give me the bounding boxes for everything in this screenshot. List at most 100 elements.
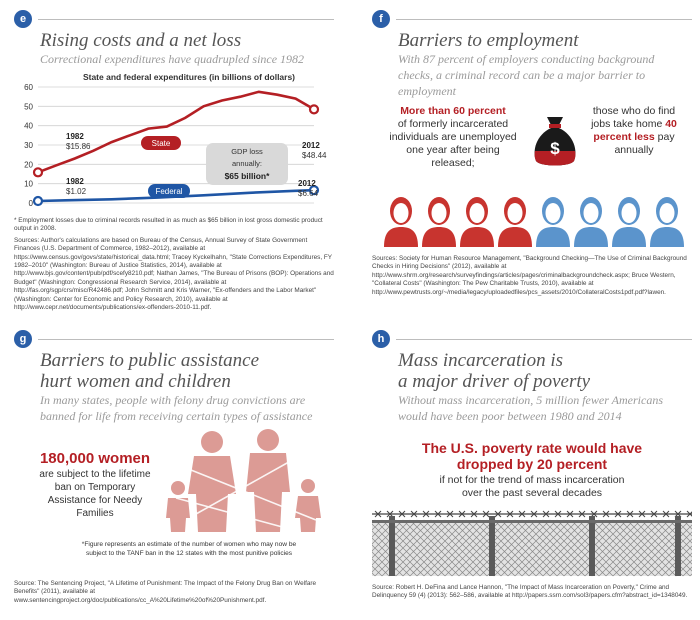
tanf-text: are subject to the lifetime ban on Tempo… (39, 469, 151, 519)
panel-title: Rising costs and a net loss (40, 30, 242, 51)
series-endpoint-federal (308, 185, 320, 196)
y-tick-label: 20 (24, 160, 33, 169)
barb (506, 510, 514, 518)
barb (542, 510, 550, 518)
panel-sources: Sources: Society for Human Resource Mana… (372, 255, 687, 296)
fence-rail (372, 520, 692, 523)
wage-text-1: those who do find jobs take home (591, 105, 676, 130)
y-tick-label: 0 (29, 199, 34, 208)
wage-text-2: pay annually (614, 131, 675, 156)
header-rule (396, 339, 692, 340)
barb (518, 510, 526, 518)
person-icon (384, 197, 418, 247)
header-rule (396, 19, 692, 20)
barb (554, 510, 562, 518)
panel-badge-e: e (14, 10, 32, 28)
state-label-pill (141, 136, 181, 150)
panel-header: g (14, 328, 334, 350)
barb (602, 510, 610, 518)
barb (410, 510, 418, 518)
person-icon (536, 197, 570, 247)
fence-mesh (372, 520, 692, 576)
panel-subtitle: Correctional expenditures have quadruple… (40, 52, 305, 66)
panel-header: h (372, 328, 692, 350)
gdp-loss-box (206, 143, 288, 185)
y-tick-label: 50 (24, 102, 33, 111)
chart-footnote: * Employment losses due to criminal reco… (14, 217, 323, 233)
gdp-box-line-2: annually: (232, 159, 262, 168)
svg-text:$: $ (550, 139, 560, 158)
y-axis: 0 10 20 30 40 50 60 (24, 83, 33, 208)
series-endpoint-federal (32, 195, 44, 207)
state-label: State (152, 139, 171, 148)
panel-header: f (372, 8, 692, 30)
panel-title-line-1: Barriers to public assistance (40, 350, 260, 371)
unemployment-highlight: More than 60 percent (400, 105, 506, 117)
annot-fed-1982-year: 1982 (66, 177, 84, 186)
barb (578, 510, 586, 518)
fence-post (675, 516, 681, 576)
gdp-box-line-3: $65 billion* (225, 171, 271, 181)
annot-fed-2012-value: $6.64 (298, 189, 319, 198)
panel-mass-incarceration: h Mass incarceration is a major driver o… (372, 328, 692, 601)
barb (470, 510, 478, 518)
expenditures-chart: State and federal expenditures (in billi… (24, 72, 327, 208)
panel-sources: Sources: Author's calculations are based… (14, 236, 334, 312)
fence-post (489, 516, 495, 576)
person-icon (422, 197, 456, 247)
gdp-box-line-1: GDP loss (231, 147, 263, 156)
employment-stats: More than 60 percent of formerly incarce… (372, 105, 692, 191)
panel-badge-f: f (372, 10, 390, 28)
barb (566, 510, 574, 518)
tanf-figure: 180,000 women are subject to the lifetim… (14, 428, 334, 570)
money-bag-icon: $ (534, 117, 576, 166)
family-icon (166, 429, 321, 532)
annot-state-1982-value: $15.86 (66, 142, 91, 151)
panel-sources: Source: The Sentencing Project, "A Lifet… (14, 580, 317, 604)
barb (446, 510, 454, 518)
series-line-state (37, 90, 315, 174)
panel-badge-h: h (372, 330, 390, 348)
panel-rising-costs: e Rising costs and a net loss Correction… (14, 8, 334, 312)
barb (614, 510, 622, 518)
fence-post (589, 516, 595, 576)
y-tick-label: 30 (24, 141, 33, 150)
tanf-stat: 180,000 women are subject to the lifetim… (30, 450, 160, 520)
wage-stat: those who do find jobs take home 40 perc… (584, 105, 684, 157)
annot-fed-1982-value: $1.02 (66, 187, 87, 196)
y-tick-label: 10 (24, 180, 33, 189)
panel-subtitle: Without mass incarceration, 5 million fe… (398, 393, 663, 423)
person-icon (574, 197, 608, 247)
people-icons (384, 197, 684, 247)
barb (458, 510, 466, 518)
panel-sources: Source: Robert H. DeFina and Lance Hanno… (372, 584, 688, 600)
barb (638, 510, 646, 518)
person-icon (460, 197, 494, 247)
fence-post (389, 516, 395, 576)
barb (398, 510, 406, 518)
barb (650, 510, 658, 518)
barb (626, 510, 634, 518)
wage-highlight: 40 percent less (593, 118, 677, 143)
panel-title-line-2: hurt women and children (40, 371, 231, 392)
tanf-highlight: 180,000 women (39, 450, 151, 467)
series-endpoint-state (308, 104, 320, 115)
header-rule (38, 339, 334, 340)
barb (482, 510, 490, 518)
federal-label-pill (148, 184, 190, 198)
barb (662, 510, 670, 518)
barb (374, 510, 382, 518)
panel-barriers-employment: f Barriers to employment With 87 percent… (372, 8, 692, 297)
chart-grid (38, 86, 314, 204)
poverty-text: if not for the trend of mass incarcerati… (439, 474, 625, 499)
barb (530, 510, 538, 518)
panel-title-line-1: Mass incarceration is (398, 350, 564, 371)
annot-state-2012-year: 2012 (302, 141, 320, 150)
y-tick-label: 60 (24, 83, 33, 92)
panel-title: Barriers to employment (398, 30, 579, 51)
poverty-highlight-1: The U.S. poverty rate would have (421, 440, 643, 456)
series-endpoint-state (32, 167, 44, 178)
series-endpoints (32, 104, 320, 207)
panel-title-line-2: a major driver of poverty (398, 371, 591, 392)
poverty-highlight-2: dropped by 20 percent (456, 456, 608, 472)
